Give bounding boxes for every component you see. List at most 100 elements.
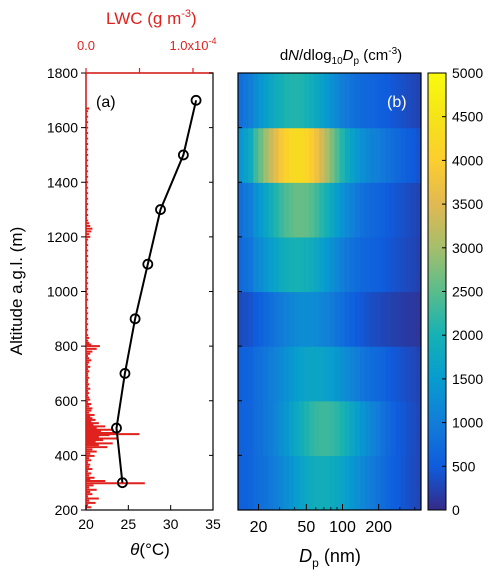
- heatmap-cell: [304, 73, 310, 129]
- heatmap-cell: [288, 291, 295, 347]
- heatmap-cell: [385, 236, 392, 293]
- heatmap-cell: [248, 400, 254, 456]
- heatmap-cell: [319, 236, 326, 293]
- lwc-ticks: [85, 68, 194, 73]
- heatmap-cell: [349, 182, 356, 238]
- colorbar-tick-label: 4000: [452, 152, 483, 168]
- heatmap-cell: [349, 127, 356, 183]
- heatmap-cell: [268, 346, 275, 402]
- heatmap-cell: [400, 400, 407, 456]
- heatmap-cell: [253, 236, 259, 293]
- heatmap-cell: [248, 73, 254, 129]
- heatmap-cell: [385, 73, 392, 129]
- heatmap-cell: [238, 127, 244, 183]
- heatmap-cell: [390, 182, 397, 238]
- theta-point: [111, 422, 122, 434]
- heatmap-cell: [258, 73, 265, 129]
- heatmap-cell: [329, 182, 336, 238]
- theta-axis-symbol: θ: [130, 540, 140, 559]
- heatmap-cell: [339, 455, 346, 510]
- heatmap-cell: [360, 455, 366, 510]
- heatmap-cell: [283, 400, 290, 456]
- title-part-4: D: [343, 47, 354, 64]
- heatmap-cell: [370, 127, 376, 183]
- heatmap-cell: [314, 346, 320, 402]
- heatmap-cell: [273, 455, 280, 510]
- heatmap-cell: [360, 127, 366, 183]
- heatmap-cell: [339, 182, 346, 238]
- heatmap-cell: [243, 455, 249, 510]
- heatmap-cell: [354, 182, 361, 238]
- heatmap-cell: [324, 291, 331, 347]
- heatmap-cell: [268, 73, 275, 129]
- heatmap-cell: [334, 346, 341, 402]
- altitude-ticks: 200 400 600 800 1000 1200 1400 1600 1800: [47, 65, 213, 518]
- heatmap-cell: [390, 127, 397, 183]
- heatmap-cell: [400, 346, 407, 402]
- title-part-3: 10: [332, 56, 344, 67]
- heatmap-cell: [263, 182, 270, 238]
- heatmap-cell: [349, 346, 356, 402]
- heatmap-cell: [288, 73, 295, 129]
- altitude-tick-label: 800: [55, 338, 79, 354]
- heatmap-cell: [390, 236, 397, 293]
- heatmap-cell: [273, 127, 280, 183]
- heatmap-cell: [278, 236, 285, 293]
- theta-axis-unit: (°C): [139, 540, 169, 559]
- heatmap-cell: [375, 400, 381, 456]
- theta-tick-label: 25: [121, 516, 137, 532]
- heatmap-cell: [319, 346, 326, 402]
- heatmap-cell: [293, 182, 300, 238]
- heatmap-cell: [299, 400, 305, 456]
- heatmap-cell: [329, 346, 336, 402]
- heatmap-cell: [258, 291, 265, 347]
- heatmap-cell: [268, 182, 275, 238]
- heatmap-cell: [349, 291, 356, 347]
- heatmap-cell: [365, 73, 371, 129]
- heatmap-cell: [248, 291, 254, 347]
- colorbar: 0 500 1000 1500 2000 2500 3000 3500 4000 4500 5000: [427, 65, 483, 518]
- heatmap-cell: [344, 236, 351, 293]
- panel-a-label: (a): [96, 94, 116, 111]
- heatmap-cell: [293, 346, 300, 402]
- heatmap-cell: [288, 346, 295, 402]
- heatmap-cell: [415, 400, 421, 456]
- heatmap-cell: [293, 400, 300, 456]
- heatmap-cell: [370, 455, 376, 510]
- heatmap-cell: [309, 182, 315, 238]
- heatmap-cell: [349, 236, 356, 293]
- altitude-tick-label: 1000: [47, 284, 78, 300]
- theta-point: [190, 94, 202, 106]
- panel-a: 200 400 600 800 1000 1200 1400 1600 1800 20 25 30 3…: [7, 8, 221, 559]
- heatmap-cell: [288, 182, 295, 238]
- heatmap-cell: [243, 127, 249, 183]
- heatmap-cell: [339, 291, 346, 347]
- heatmap-cell: [415, 346, 421, 402]
- heatmap-cell: [415, 291, 421, 347]
- heatmap-cell: [248, 346, 254, 402]
- lwc-tick-label-max: 1.0x10-4: [169, 36, 216, 53]
- heatmap-cell: [299, 236, 305, 293]
- heatmap-cell: [314, 127, 320, 183]
- heatmap-cell: [380, 346, 387, 402]
- heatmap-cell: [360, 346, 366, 402]
- heatmap-cell: [380, 400, 387, 456]
- theta-point: [129, 313, 141, 325]
- heatmap-cell: [344, 400, 351, 456]
- theta-point: [177, 149, 189, 161]
- theta-profile: [111, 94, 202, 489]
- heatmap-cell: [344, 455, 351, 510]
- heatmap-cell: [365, 182, 371, 238]
- heatmap-cell: [375, 127, 381, 183]
- heatmap-cell: [370, 291, 376, 347]
- heatmap-cell: [410, 455, 417, 510]
- heatmap-cell: [273, 73, 280, 129]
- diameter-axis-sub: p: [312, 556, 319, 570]
- heatmap-cell: [314, 236, 320, 293]
- heatmap-cell: [263, 455, 270, 510]
- heatmap-cell: [319, 291, 326, 347]
- heatmap-cell: [263, 346, 270, 402]
- lwc-axis-label-suffix: ): [191, 9, 197, 28]
- heatmap-cell: [304, 400, 310, 456]
- heatmap-cell: [349, 400, 356, 456]
